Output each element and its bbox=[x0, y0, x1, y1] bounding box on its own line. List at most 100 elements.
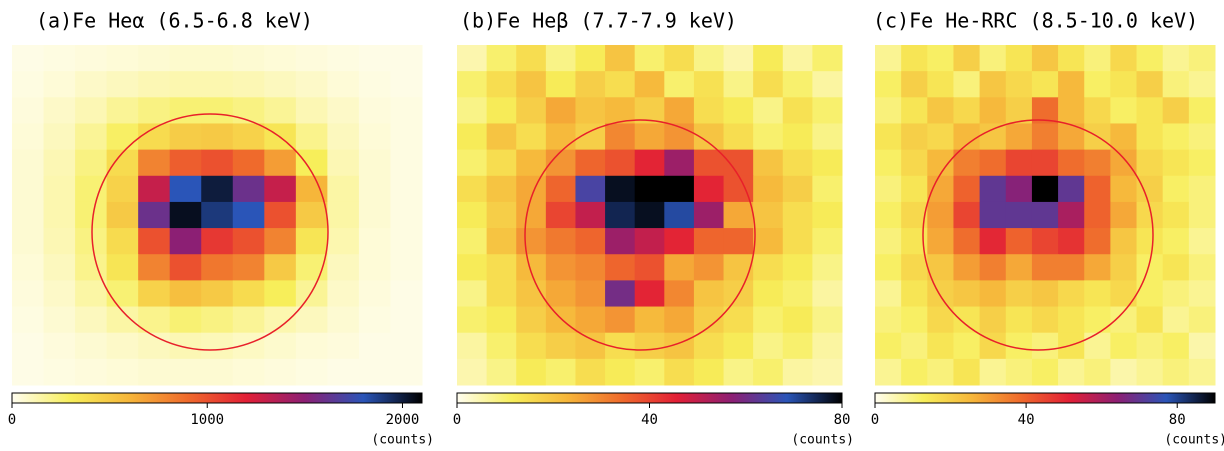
heatmap-cell bbox=[457, 123, 488, 151]
heatmap-cell bbox=[575, 97, 606, 124]
heatmap-cell bbox=[812, 201, 843, 229]
heatmap-cell bbox=[634, 45, 665, 72]
heatmap-cell bbox=[634, 254, 665, 281]
heatmap-cell bbox=[953, 201, 981, 229]
colorbar-tick-label: 2000 bbox=[386, 412, 420, 428]
heatmap-cell bbox=[232, 228, 265, 255]
heatmap-cell bbox=[545, 306, 576, 334]
heatmap-cell bbox=[1058, 228, 1085, 255]
heatmap-cell bbox=[1031, 201, 1059, 229]
heatmap-cell bbox=[295, 332, 328, 360]
heatmap-cell bbox=[901, 254, 928, 281]
heatmap-cell bbox=[201, 201, 234, 229]
heatmap-cell bbox=[138, 201, 171, 229]
heatmap-cell bbox=[1136, 175, 1164, 203]
heatmap-cell bbox=[901, 358, 928, 386]
heatmap-cell bbox=[927, 254, 954, 281]
heatmap-cell bbox=[457, 45, 488, 72]
heatmap-cell bbox=[634, 228, 665, 255]
heatmap-cell bbox=[1110, 97, 1138, 124]
heatmap-cell bbox=[201, 71, 234, 98]
heatmap-cell bbox=[979, 71, 1007, 98]
region-circle bbox=[922, 119, 1154, 351]
heatmap-cell bbox=[927, 201, 954, 229]
heatmap-cell bbox=[516, 358, 547, 386]
heatmap-cell bbox=[390, 254, 423, 281]
heatmap-cell bbox=[753, 228, 784, 255]
heatmap-cell bbox=[390, 306, 423, 334]
heatmap-cell bbox=[953, 71, 981, 98]
heatmap-cell bbox=[927, 123, 954, 151]
heatmap-cell bbox=[875, 332, 902, 360]
heatmap-cell bbox=[927, 175, 954, 203]
heatmap-cell bbox=[264, 175, 297, 203]
heatmap-cell bbox=[1162, 175, 1190, 203]
heatmap-cell bbox=[390, 71, 423, 98]
heatmap-cell bbox=[901, 123, 928, 151]
heatmap-cell bbox=[953, 149, 981, 177]
heatmap-cell bbox=[927, 71, 954, 98]
heatmap-cell bbox=[138, 332, 171, 360]
heatmap-cell bbox=[1162, 201, 1190, 229]
heatmap-cell bbox=[693, 201, 725, 229]
heatmap-cell bbox=[201, 175, 234, 203]
heatmap-cell bbox=[1031, 123, 1059, 151]
heatmap-cell bbox=[875, 254, 902, 281]
heatmap-cell bbox=[1110, 332, 1138, 360]
heatmap-cell bbox=[545, 71, 576, 98]
heatmap-cell bbox=[901, 175, 928, 203]
heatmap-cell bbox=[693, 175, 725, 203]
colorbar bbox=[874, 392, 1216, 404]
heatmap-cell bbox=[264, 71, 297, 98]
heatmap-cell bbox=[693, 71, 725, 98]
heatmap-cell bbox=[723, 123, 754, 151]
heatmap-cell bbox=[953, 280, 981, 308]
heatmap-cell bbox=[138, 228, 171, 255]
heatmap-cell bbox=[782, 280, 813, 308]
heatmap-cell bbox=[201, 358, 234, 386]
heatmap-cell bbox=[486, 71, 517, 98]
heatmap-cell bbox=[516, 201, 547, 229]
colorbar-tick-label: 0 bbox=[871, 412, 879, 428]
heatmap-cell bbox=[358, 45, 391, 72]
heatmap-cell bbox=[901, 97, 928, 124]
colorbar-tick-label: 40 bbox=[641, 412, 658, 428]
heatmap-cell bbox=[516, 45, 547, 72]
heatmap-cell bbox=[605, 254, 636, 281]
heatmap-cell bbox=[232, 149, 265, 177]
heatmap-cell bbox=[1162, 280, 1190, 308]
heatmap-cell bbox=[457, 71, 488, 98]
heatmap-cell bbox=[723, 71, 754, 98]
heatmap-cell bbox=[875, 149, 902, 177]
heatmap-cell bbox=[1110, 71, 1138, 98]
heatmap-cell bbox=[1084, 149, 1111, 177]
heatmap-cell bbox=[169, 358, 202, 386]
heatmap-cell bbox=[575, 306, 606, 334]
heatmap-cell bbox=[1188, 71, 1216, 98]
heatmap-cell bbox=[1005, 228, 1033, 255]
heatmap-cell bbox=[664, 97, 695, 124]
heatmap-cell bbox=[812, 45, 843, 72]
heatmap-cell bbox=[169, 228, 202, 255]
heatmap-cell bbox=[723, 201, 754, 229]
heatmap-cell bbox=[1084, 97, 1111, 124]
heatmap-cell bbox=[390, 280, 423, 308]
heatmap-cell bbox=[486, 123, 517, 151]
heatmap-cell bbox=[605, 149, 636, 177]
heatmap-cell bbox=[327, 123, 360, 151]
heatmap-cell bbox=[664, 358, 695, 386]
heatmap-cell bbox=[1031, 254, 1059, 281]
heatmap-cell bbox=[1162, 306, 1190, 334]
heatmap-cell bbox=[457, 280, 488, 308]
colorbar-unit: (counts) bbox=[371, 433, 434, 448]
heatmap-cell bbox=[634, 201, 665, 229]
heatmap-cell bbox=[169, 254, 202, 281]
colorbar-tick-label: 80 bbox=[834, 412, 851, 428]
heatmap-cell bbox=[327, 175, 360, 203]
heatmap-cell bbox=[358, 306, 391, 334]
heatmap-cell bbox=[664, 254, 695, 281]
colorbar bbox=[456, 392, 843, 404]
heatmap-cell bbox=[545, 280, 576, 308]
heatmap-cell bbox=[1031, 332, 1059, 360]
heatmap-cell bbox=[953, 45, 981, 72]
